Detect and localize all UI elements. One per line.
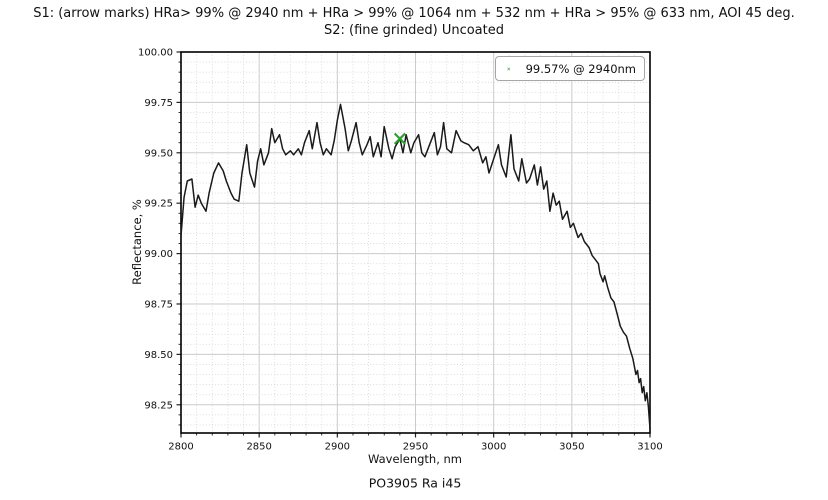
x-tick-label: 2850 [246, 442, 271, 453]
y-tick-label: 99.25 [144, 199, 173, 210]
y-tick-label: 98.25 [144, 400, 173, 411]
legend: 99.57% @ 2940nm [495, 56, 645, 81]
chart-title-line2: S2: (fine grinded) Uncoated [324, 23, 504, 38]
reflectance-curve [180, 103, 651, 430]
y-tick-label: 100.00 [138, 48, 173, 59]
data-marker [393, 132, 406, 145]
plot-caption: PO3905 Ra i45 [368, 475, 462, 491]
x-tick-label: 3100 [637, 442, 662, 453]
y-tick-label: 99.00 [144, 249, 173, 260]
y-tick-label: 99.50 [144, 148, 173, 159]
chart-title-line1: S1: (arrow marks) HRa> 99% @ 2940 nm + H… [33, 6, 795, 21]
y-tick-labels: 98.25 98.50 98.75 99.00 99.25 99.50 99.75 100.0… [138, 48, 173, 412]
legend-label: 99.57% @ 2940nm [525, 61, 636, 76]
x-tick-label: 3000 [481, 442, 506, 453]
y-axis-label: Reflectance, % [130, 199, 144, 285]
x-tick-labels: 2800 2850 2900 2950 3000 3050 3100 [168, 442, 662, 453]
y-tick-label: 98.75 [144, 299, 173, 310]
plot-frame [180, 51, 651, 434]
x-axis-label: Wavelength, nm [367, 452, 463, 466]
x-tick-label: 2800 [168, 442, 193, 453]
x-marker-icon [507, 67, 511, 70]
y-tick-label: 99.75 [144, 98, 173, 109]
x-tick-label: 3050 [559, 442, 584, 453]
x-tick-label: 2950 [403, 442, 428, 453]
gridlines [180, 51, 651, 433]
y-tick-label: 98.50 [144, 350, 173, 361]
x-tick-label: 2900 [325, 442, 350, 453]
axis-ticks [176, 51, 651, 438]
